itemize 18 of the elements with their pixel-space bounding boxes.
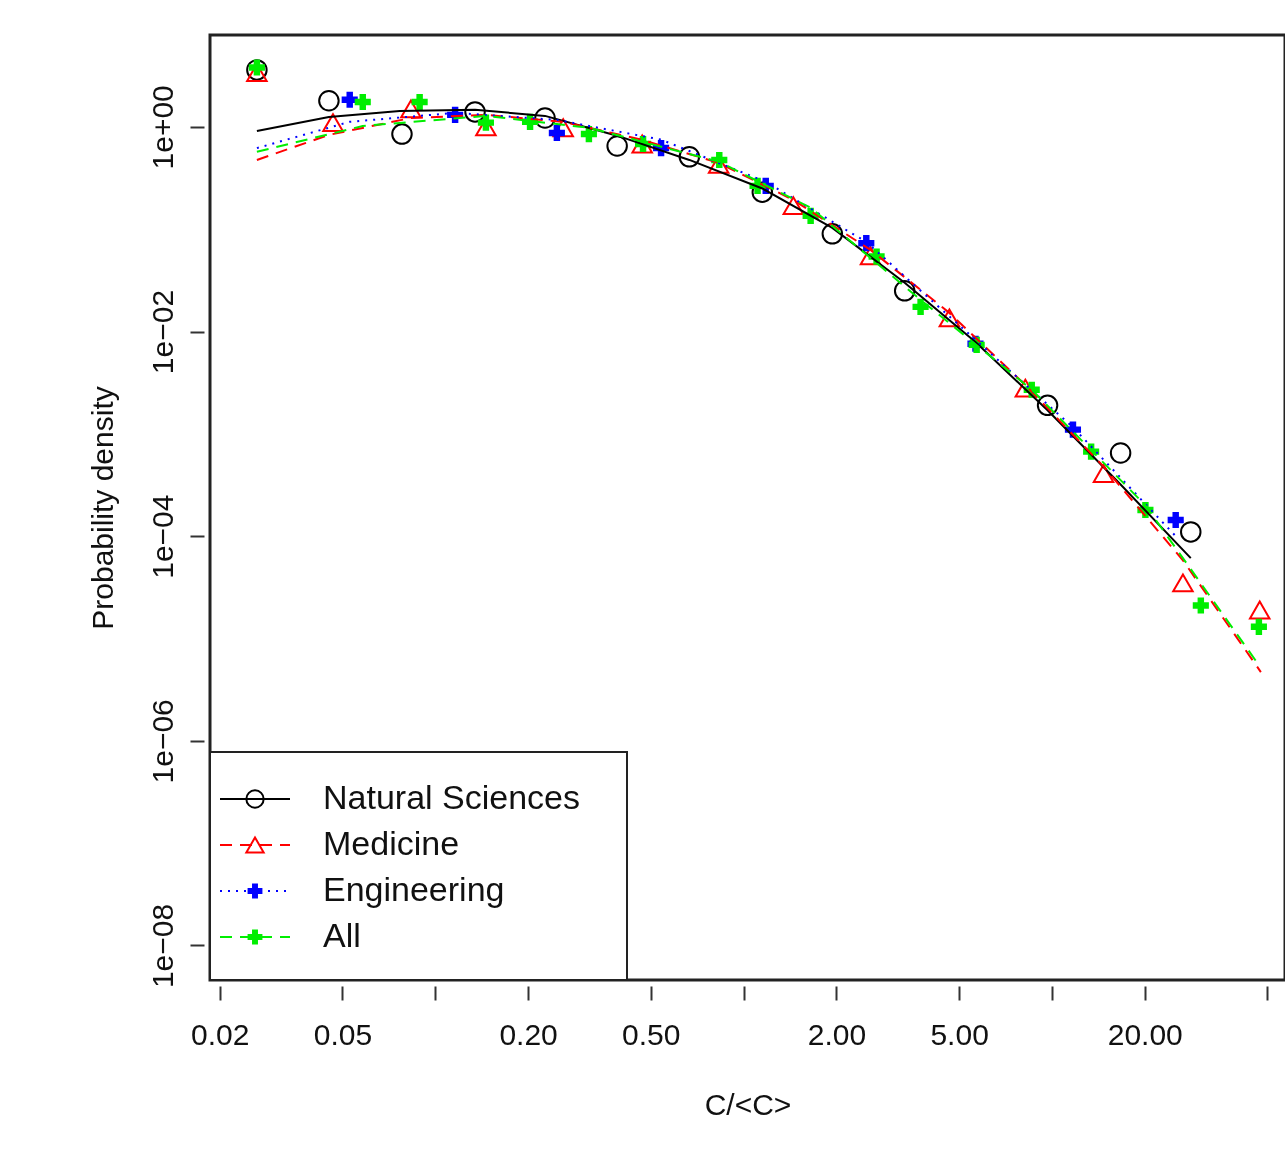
x-tick-label: 0.20: [499, 1017, 558, 1051]
x-tick-label: 0.50: [622, 1017, 681, 1051]
legend-label: Natural Sciences: [323, 778, 581, 816]
y-tick-label: 1e+00: [145, 85, 179, 170]
x-axis-title: C/<C>: [704, 1087, 792, 1121]
y-tick-label: 1e−06: [145, 699, 179, 784]
y-tick-label: 1e−04: [145, 494, 179, 579]
x-tick-label: 20.00: [1107, 1017, 1183, 1051]
x-tick-label: 0.02: [191, 1017, 250, 1051]
x-tick-label: 5.00: [930, 1017, 989, 1051]
y-tick-label: 1e−02: [145, 289, 179, 375]
legend-label: Engineering: [323, 870, 505, 908]
x-tick-label: 0.05: [313, 1017, 373, 1051]
legend-label: Medicine: [323, 824, 460, 862]
x-tick-label: 2.00: [807, 1017, 867, 1051]
y-axis-title: Probability density: [85, 386, 119, 630]
y-tick-label: 1e−08: [145, 903, 179, 989]
legend-label: All: [323, 916, 361, 954]
